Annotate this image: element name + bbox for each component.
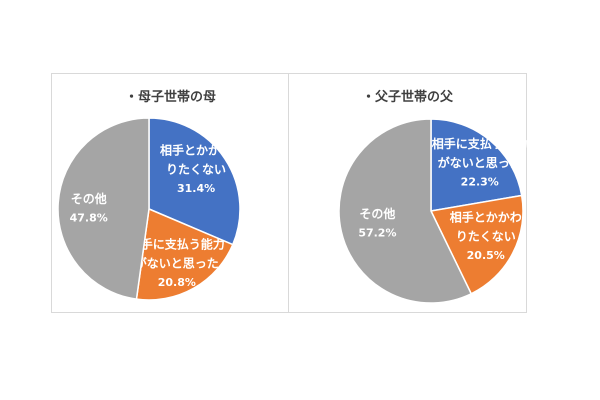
slice-category-label: その他 (71, 191, 107, 206)
chart-title: ・父子世帯の父 (361, 90, 453, 105)
pie-slice (429, 194, 524, 295)
slice-category-label: 相手に支払う能力 (129, 237, 225, 252)
pie-slice (338, 118, 473, 304)
slice-value-label: 47.8% (70, 212, 108, 225)
pie-slice (135, 207, 234, 301)
slice-category-label: がないと思った (438, 155, 522, 170)
slice-value-label: 57.2% (358, 226, 396, 239)
slice-category-label: その他 (359, 206, 395, 221)
chart-panel-mother: ・母子世帯の母 相手とかかわ りたくない 31.4% 相手に支払う能力 がないと思った 2… (51, 73, 290, 313)
slice-value-label: 20.5% (467, 249, 505, 262)
slice-category-label: りたくない (456, 230, 516, 244)
pie-slice (430, 118, 523, 212)
slice-category-label: がないと思った (135, 256, 219, 271)
slice-value-label: 22.3% (461, 175, 499, 188)
pie-slice (57, 117, 150, 300)
pie-slice (148, 117, 241, 246)
slice-value-label: 31.4% (177, 182, 215, 195)
slice-value-label: 20.8% (158, 276, 196, 289)
chart-title: ・母子世帯の母 (124, 90, 216, 105)
slice-category-label: りたくない (166, 162, 226, 176)
slice-category-label: 相手に支払う能力 (432, 136, 528, 151)
slice-category-label: 相手とかかわ (160, 142, 232, 157)
chart-panel-father: ・父子世帯の父 相手に支払う能力 がないと思った 22.3% 相手とかかわ りたくない 2… (288, 73, 528, 313)
slice-category-label: 相手とかかわ (450, 210, 522, 225)
